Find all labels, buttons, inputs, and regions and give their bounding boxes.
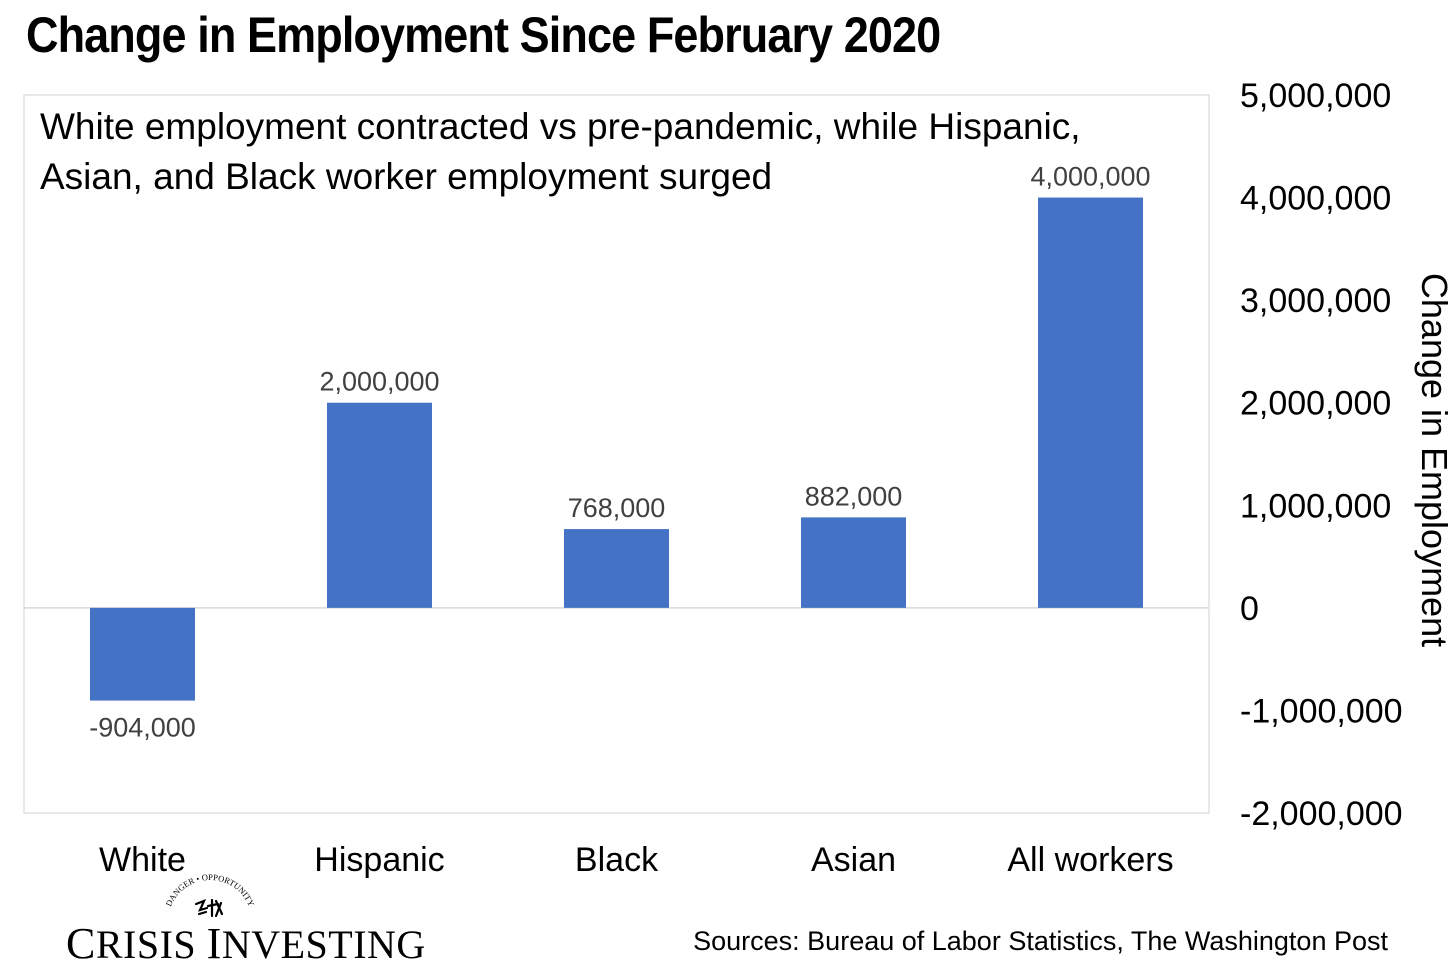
logo-emblem: DANGER • OPPORTUNITY <box>163 874 257 918</box>
bar-all-workers <box>1038 197 1143 608</box>
logo-initial-i: I <box>206 919 222 968</box>
data-label: 4,000,000 <box>1030 162 1150 192</box>
data-label: 768,000 <box>568 493 666 523</box>
logo-initial-c: C <box>66 919 96 968</box>
x-tick-label: Hispanic <box>314 841 444 879</box>
data-label: -904,000 <box>89 713 196 743</box>
logo-arc-text: DANGER • OPPORTUNITY <box>163 874 256 908</box>
chart-title: Change in Employment Since February 2020 <box>26 7 941 63</box>
logo-word-investing: NVESTING <box>221 922 426 967</box>
subtitle-line-2: Asian, and Black worker employment surge… <box>40 156 772 197</box>
logo-word-crisis: RISIS <box>95 922 207 967</box>
y-tick-label: 1,000,000 <box>1240 487 1391 525</box>
x-tick-label: Asian <box>811 841 896 879</box>
data-label: 2,000,000 <box>319 367 439 397</box>
y-axis-title: Change in Employment <box>1414 273 1455 647</box>
y-tick-label: 4,000,000 <box>1240 180 1391 218</box>
x-tick-label: Black <box>575 841 659 879</box>
bar-white <box>90 607 195 701</box>
chart-subtitle: White employment contracted vs pre-pande… <box>40 106 1081 197</box>
svg-text:DANGER • OPPORTUNITY: DANGER • OPPORTUNITY <box>163 874 256 908</box>
sources-note: Sources: Bureau of Labor Statistics, The… <box>693 926 1388 956</box>
bar-hispanic <box>327 402 432 608</box>
crisis-investing-logo: DANGER • OPPORTUNITY CRISIS INVESTING <box>66 874 425 968</box>
bar-asian <box>801 517 906 608</box>
y-tick-label: 2,000,000 <box>1240 385 1391 423</box>
data-label: 882,000 <box>805 481 903 511</box>
y-tick-label: 0 <box>1240 590 1259 628</box>
x-tick-label: All workers <box>1007 841 1173 879</box>
logo-glyph-icon <box>194 898 224 918</box>
y-tick-label: 5,000,000 <box>1240 77 1391 115</box>
plot-area-frame <box>23 94 1210 814</box>
bars-layer <box>90 197 1143 701</box>
x-tick-label: White <box>99 841 186 879</box>
y-axis-ticks: 5,000,000 4,000,000 3,000,000 2,000,000 1,00… <box>1240 77 1403 833</box>
data-labels-layer: -904,000 2,000,000 768,000 882,000 4,000,000 <box>89 162 1150 743</box>
subtitle-line-1: White employment contracted vs pre-pande… <box>40 106 1081 147</box>
bar-black <box>564 529 669 608</box>
x-axis-categories: White Hispanic Black Asian All workers <box>99 841 1174 879</box>
logo-wordmark: CRISIS INVESTING <box>66 918 426 969</box>
y-tick-label: -1,000,000 <box>1240 692 1403 730</box>
y-tick-label: -2,000,000 <box>1240 795 1403 833</box>
y-tick-label: 3,000,000 <box>1240 282 1391 320</box>
